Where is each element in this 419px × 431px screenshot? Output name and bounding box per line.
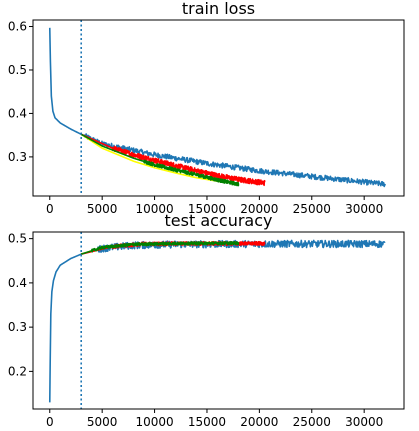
chart-title: test accuracy bbox=[165, 211, 273, 230]
x-tick-label: 5000 bbox=[87, 202, 118, 216]
y-tick-label: 0.4 bbox=[8, 106, 27, 120]
series-line-0 bbox=[48, 27, 386, 188]
x-tick-label: 25000 bbox=[293, 202, 331, 216]
series-line-3 bbox=[80, 241, 240, 255]
series-line-2 bbox=[80, 133, 266, 187]
y-tick-label: 0.2 bbox=[8, 364, 27, 378]
axes-frame bbox=[32, 19, 405, 197]
series-line-0 bbox=[48, 239, 386, 403]
x-tick-label: 20000 bbox=[240, 415, 278, 429]
x-tick-label: 5000 bbox=[87, 415, 118, 429]
series-line-3 bbox=[80, 133, 240, 187]
x-tick-label: 25000 bbox=[293, 415, 331, 429]
y-tick-label: 0.5 bbox=[8, 63, 27, 77]
test-accuracy-panel: 0 5000 10000 15000 20000 25000 30000 0.2 0.3 0.4 0… bbox=[8, 211, 405, 429]
plot-area bbox=[48, 239, 386, 403]
x-tick-label: 15000 bbox=[188, 202, 226, 216]
x-tick-label: 20000 bbox=[240, 202, 278, 216]
y-tick-label: 0.6 bbox=[8, 20, 27, 34]
x-tick-label: 0 bbox=[46, 415, 54, 429]
y-tick-label: 0.3 bbox=[8, 150, 27, 164]
axes-frame bbox=[32, 231, 405, 410]
x-tick-label: 30000 bbox=[345, 202, 383, 216]
x-tick-label: 30000 bbox=[345, 415, 383, 429]
x-tick-label: 15000 bbox=[188, 415, 226, 429]
plot-area bbox=[48, 27, 386, 188]
y-tick-label: 0.4 bbox=[8, 276, 27, 290]
y-tick-label: 0.3 bbox=[8, 320, 27, 334]
x-tick-label: 10000 bbox=[135, 202, 173, 216]
x-tick-label: 10000 bbox=[135, 415, 173, 429]
series-line-1 bbox=[80, 133, 234, 184]
x-tick-label: 0 bbox=[46, 202, 54, 216]
y-tick-label: 0.5 bbox=[8, 232, 27, 246]
train-loss-panel: 0 5000 10000 15000 20000 25000 30000 0.3 0.4 0.5 0… bbox=[8, 0, 405, 216]
chart-title: train loss bbox=[182, 0, 255, 18]
